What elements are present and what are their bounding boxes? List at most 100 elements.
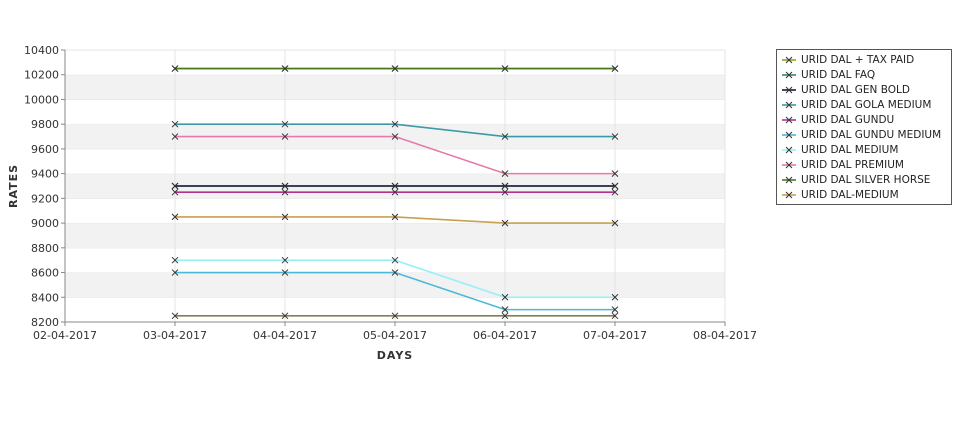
data-point-marker bbox=[281, 312, 289, 320]
x-marker bbox=[171, 182, 179, 190]
data-point-marker bbox=[171, 312, 179, 320]
legend-item: URID DAL MEDIUM bbox=[777, 142, 951, 157]
x-tick-label: 03-04-2017 bbox=[143, 329, 207, 342]
data-point-marker bbox=[611, 188, 619, 196]
y-tick-label: 9400 bbox=[31, 168, 59, 181]
x-marker bbox=[171, 256, 179, 264]
legend-x-marker bbox=[785, 71, 793, 78]
legend-marker-icon bbox=[782, 56, 796, 63]
legend-item: URID DAL GEN BOLD bbox=[777, 82, 951, 97]
data-point-marker bbox=[611, 312, 619, 320]
x-marker bbox=[501, 188, 509, 196]
data-point-marker bbox=[391, 213, 399, 221]
data-point-marker bbox=[281, 269, 289, 276]
x-marker bbox=[391, 312, 399, 320]
y-tick-label: 9800 bbox=[31, 118, 59, 131]
data-point-marker bbox=[281, 120, 289, 128]
legend-x-marker bbox=[785, 176, 793, 183]
x-marker bbox=[391, 120, 399, 128]
data-point-marker bbox=[611, 65, 619, 72]
data-point-marker bbox=[611, 170, 619, 177]
data-point-marker bbox=[501, 188, 509, 196]
data-point-marker bbox=[281, 133, 289, 140]
x-marker bbox=[391, 256, 399, 264]
legend-label: URID DAL + TAX PAID bbox=[801, 53, 915, 66]
data-point-marker bbox=[611, 182, 619, 190]
data-point-marker bbox=[501, 170, 509, 177]
x-tick-labels: 02-04-2017 03-04-2017 04-04-2017 05-04-2017… bbox=[33, 322, 757, 342]
data-point-marker bbox=[611, 306, 619, 313]
legend-x-marker bbox=[785, 161, 793, 168]
x-marker bbox=[171, 213, 179, 221]
y-tick-labels: 8200 8400 8600 8800 9000 9200 9400 9600 9800 1000… bbox=[24, 44, 65, 329]
x-marker bbox=[391, 65, 399, 72]
legend-label: URID DAL GUNDU MEDIUM bbox=[801, 128, 942, 141]
y-tick-label: 10000 bbox=[24, 93, 59, 106]
x-marker bbox=[611, 188, 619, 196]
x-marker bbox=[611, 182, 619, 190]
x-marker bbox=[281, 65, 289, 72]
y-tick-label: 8800 bbox=[31, 242, 59, 255]
legend-marker-icon bbox=[782, 86, 796, 93]
data-point-marker bbox=[611, 133, 619, 140]
x-marker bbox=[501, 293, 509, 301]
x-marker bbox=[501, 65, 509, 72]
data-point-marker bbox=[501, 65, 509, 72]
x-marker bbox=[281, 188, 289, 196]
data-point-marker bbox=[501, 312, 509, 320]
data-point-marker bbox=[281, 182, 289, 190]
x-tick-label: 07-04-2017 bbox=[583, 329, 647, 342]
x-marker bbox=[171, 120, 179, 128]
x-marker bbox=[501, 219, 509, 227]
legend-item: URID DAL SILVER HORSE bbox=[777, 172, 951, 187]
x-marker bbox=[171, 312, 179, 320]
legend-label: URID DAL SILVER HORSE bbox=[801, 173, 931, 186]
y-tick-label: 8600 bbox=[31, 267, 59, 280]
y-tick-label: 8400 bbox=[31, 291, 59, 304]
data-point-marker bbox=[501, 182, 509, 190]
data-point-marker bbox=[501, 293, 509, 301]
x-marker bbox=[281, 256, 289, 264]
legend-marker-icon bbox=[782, 101, 796, 108]
x-marker bbox=[171, 188, 179, 196]
x-marker bbox=[611, 170, 619, 177]
x-marker bbox=[281, 182, 289, 190]
x-marker bbox=[611, 133, 619, 140]
data-point-marker bbox=[611, 293, 619, 301]
x-tick-label: 08-04-2017 bbox=[693, 329, 757, 342]
data-point-marker bbox=[171, 133, 179, 140]
x-marker bbox=[611, 293, 619, 301]
x-tick-label: 05-04-2017 bbox=[363, 329, 427, 342]
data-point-marker bbox=[171, 182, 179, 190]
x-marker bbox=[171, 269, 179, 276]
legend-marker-icon bbox=[782, 131, 796, 138]
x-marker bbox=[501, 306, 509, 313]
data-point-marker bbox=[391, 312, 399, 320]
legend-x-marker bbox=[785, 116, 793, 123]
data-point-marker bbox=[171, 188, 179, 196]
data-point-marker bbox=[281, 256, 289, 264]
legend-label: URID DAL-MEDIUM bbox=[801, 188, 899, 201]
legend-label: URID DAL MEDIUM bbox=[801, 143, 899, 156]
x-marker bbox=[611, 219, 619, 227]
data-point-marker bbox=[171, 256, 179, 264]
data-point-marker bbox=[501, 219, 509, 227]
legend-item: URID DAL GOLA MEDIUM bbox=[777, 97, 951, 112]
x-marker bbox=[281, 120, 289, 128]
x-marker bbox=[611, 312, 619, 320]
data-point-marker bbox=[391, 182, 399, 190]
legend-x-marker bbox=[785, 56, 793, 63]
y-tick-label: 9000 bbox=[31, 217, 59, 230]
legend-x-marker bbox=[785, 101, 793, 108]
x-marker bbox=[391, 188, 399, 196]
legend-label: URID DAL GUNDU bbox=[801, 113, 895, 126]
data-point-marker bbox=[391, 256, 399, 264]
legend-marker-icon bbox=[782, 146, 796, 153]
x-marker bbox=[501, 312, 509, 320]
legend-marker-icon bbox=[782, 71, 796, 78]
x-marker bbox=[391, 213, 399, 221]
y-tick-label: 10400 bbox=[24, 44, 59, 57]
legend-label: URID DAL GEN BOLD bbox=[801, 83, 910, 96]
data-point-marker bbox=[171, 269, 179, 276]
